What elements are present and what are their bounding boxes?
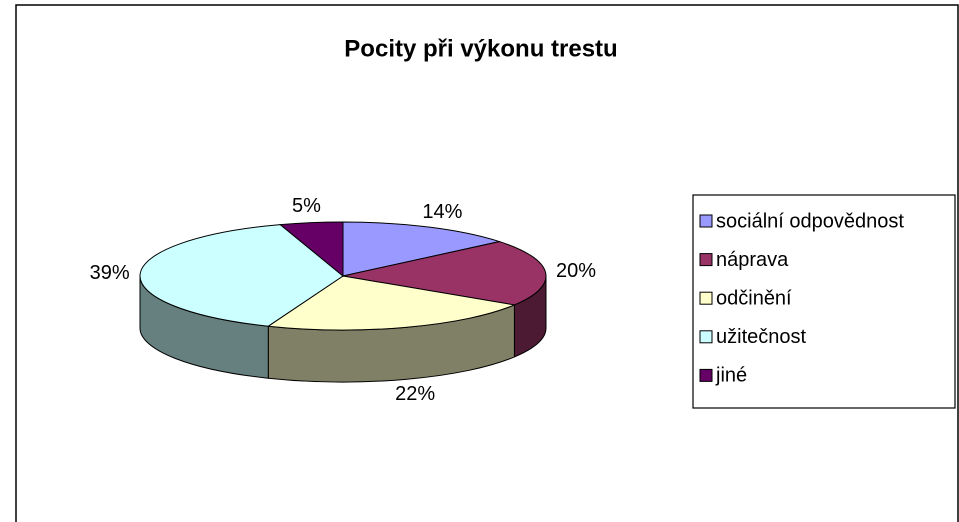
pie-slice [342, 221, 502, 277]
legend-box [692, 194, 956, 409]
data-label: 22% [395, 383, 435, 405]
legend-swatch [699, 253, 713, 267]
legend-swatch [699, 368, 713, 382]
legend-swatch [699, 214, 713, 228]
pie-slice [139, 224, 344, 327]
legend-label: sociální odpovědnost [716, 210, 904, 232]
data-label: 39% [90, 262, 130, 284]
data-label: 20% [556, 260, 596, 282]
legend-label: odčinění [716, 287, 792, 309]
chart-title: Pocity při výkonu trestu [344, 35, 617, 62]
legend-swatch [699, 330, 713, 344]
pie-slice [266, 275, 517, 331]
pie-slice [279, 221, 344, 278]
legend-label: jiné [715, 365, 747, 387]
legend-label: užitečnost [716, 326, 806, 348]
legend-swatch [699, 291, 713, 305]
data-label: 5% [292, 195, 321, 217]
legend-label: náprava [716, 249, 789, 271]
data-label: 14% [422, 201, 462, 223]
pie-slice [342, 241, 547, 306]
